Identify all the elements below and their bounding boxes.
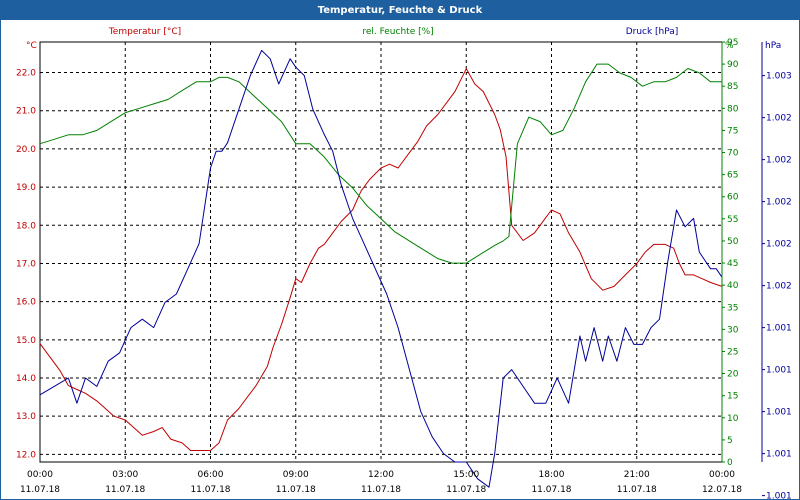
temperature-tick-label: 16.0	[16, 298, 36, 308]
temperature-tick-label: 15.0	[16, 336, 36, 346]
x-tick-date: 11.07.18	[190, 485, 230, 495]
x-tick-date: 11.07.18	[446, 485, 486, 495]
pressure-tick-label: 1.002	[766, 114, 792, 124]
humidity-tick-label: 95	[727, 38, 738, 48]
temperature-tick-label: 22.0	[16, 69, 36, 79]
pressure-tick-label: 1.002	[766, 198, 792, 208]
series-layer	[39, 49, 723, 488]
grid	[39, 41, 723, 463]
x-tick-time: 03:00	[112, 470, 138, 480]
x-tick-date: 12.07.18	[702, 485, 742, 495]
humidity-tick-label: 10	[727, 414, 739, 424]
humidity-tick-label: 0	[727, 458, 733, 468]
humidity-tick-label: 40	[727, 281, 739, 291]
humidity-tick-label: 45	[727, 259, 738, 269]
temperature-tick-label: 12.0	[16, 450, 36, 460]
humidity-tick-label: 20	[727, 370, 739, 380]
temperature-tick-label: 19.0	[16, 183, 36, 193]
pressure-tick-label: 1.001	[766, 492, 792, 500]
x-tick-time: 00:00	[27, 470, 53, 480]
humidity-tick-label: 35	[727, 303, 738, 313]
humidity-tick-label: 70	[727, 149, 739, 159]
x-tick-time: 00:00	[709, 470, 735, 480]
x-tick-date: 11.07.18	[361, 485, 401, 495]
pressure-tick-label: 1.001	[766, 324, 792, 334]
temperature-series-line	[39, 68, 723, 451]
pressure-tick-label: 1.001	[766, 450, 792, 460]
x-tick-time: 21:00	[624, 470, 650, 480]
x-tick-date: 11.07.18	[276, 485, 316, 495]
humidity-tick-label: 90	[727, 60, 739, 70]
pressure-unit: hPa	[765, 41, 781, 51]
x-tick-time: 09:00	[283, 470, 309, 480]
x-tick-time: 06:00	[198, 470, 224, 480]
x-tick-date: 11.07.18	[20, 485, 60, 495]
humidity-tick-label: 30	[727, 325, 739, 335]
humidity-axis-title: rel. Feuchte [%]	[362, 27, 433, 37]
humidity-tick-label: 25	[727, 347, 738, 357]
x-tick-date: 11.07.18	[617, 485, 657, 495]
x-tick-time: 15:00	[453, 470, 479, 480]
x-tick-date: 11.07.18	[105, 485, 145, 495]
window-title: Temperatur, Feuchte & Druck	[1, 1, 799, 20]
pressure-tick-label: 1.003	[766, 72, 792, 82]
temperature-tick-label: 18.0	[16, 221, 36, 231]
pressure-axis-title: Druck [hPa]	[626, 27, 679, 37]
humidity-tick-label: 50	[727, 237, 739, 247]
pressure-tick-label: 1.002	[766, 240, 792, 250]
humidity-tick-label: 80	[727, 104, 739, 114]
humidity-series-line	[39, 63, 722, 264]
humidity-tick-label: 65	[727, 171, 738, 181]
pressure-tick-label: 1.002	[766, 282, 792, 292]
temperature-tick-label: 21.0	[16, 107, 36, 117]
humidity-tick-label: 85	[727, 82, 738, 92]
humidity-tick-label: 55	[727, 215, 738, 225]
pressure-tick-label: 1.001	[766, 366, 792, 376]
x-tick-time: 12:00	[368, 470, 394, 480]
humidity-tick-label: 5	[727, 436, 733, 446]
humidity-unit: %	[725, 41, 734, 51]
humidity-tick-label: 15	[727, 392, 738, 402]
pressure-tick-label: 1.001	[766, 408, 792, 418]
temperature-axis-title: Temperatur [°C]	[108, 27, 181, 37]
humidity-tick-label: 75	[727, 126, 738, 136]
temperature-tick-label: 14.0	[16, 374, 36, 384]
x-tick-time: 18:00	[539, 470, 565, 480]
temperature-unit: °C	[26, 41, 37, 51]
pressure-tick-label: 1.002	[766, 156, 792, 166]
temperature-tick-label: 17.0	[16, 259, 36, 269]
humidity-tick-label: 60	[727, 193, 739, 203]
x-tick-date: 11.07.18	[531, 485, 571, 495]
pressure-series-line	[39, 49, 723, 488]
tick-labels: 22.0 21.0 20.0 19.0 18.0 17.0 16.0 15.0 14.0 13.0…	[16, 38, 792, 500]
temperature-tick-label: 20.0	[16, 145, 36, 155]
temperature-tick-label: 13.0	[16, 412, 36, 422]
